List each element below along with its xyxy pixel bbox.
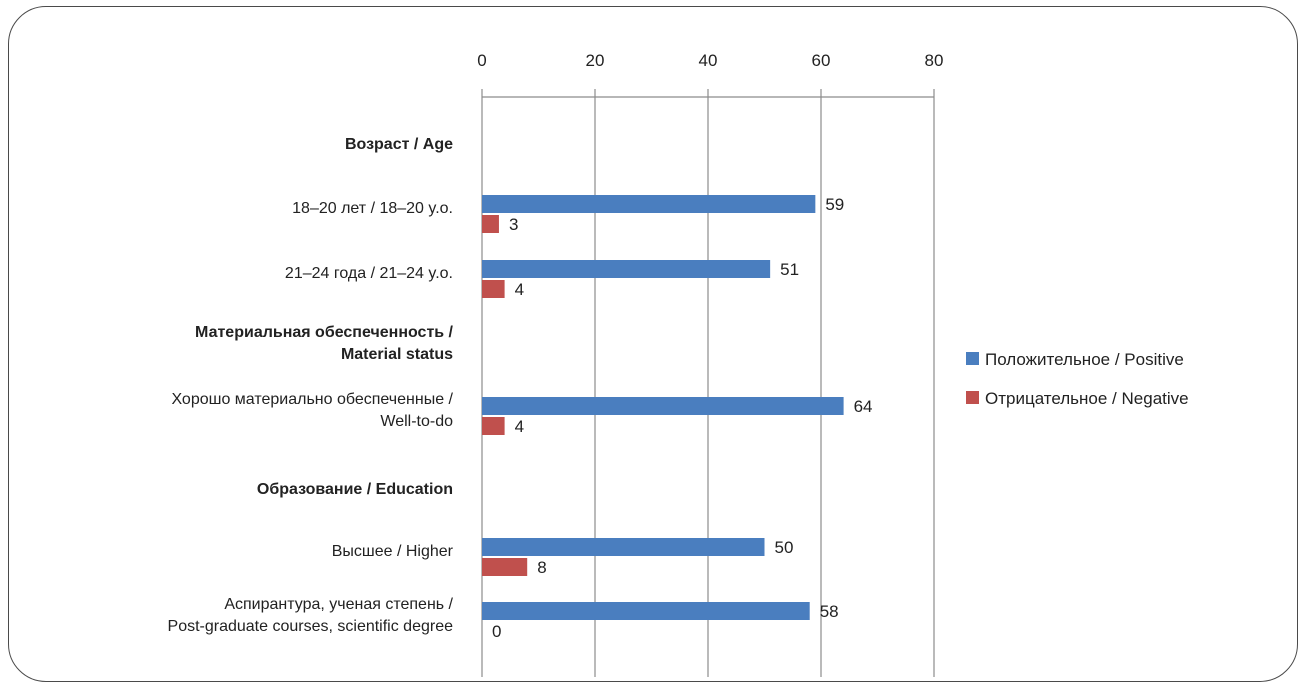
positive-bar [482, 397, 844, 415]
positive-value-label: 58 [820, 602, 839, 621]
category-label: Хорошо материально обеспеченные / [171, 391, 453, 408]
category-label: 18–20 лет / 18–20 y.o. [292, 200, 453, 217]
negative-bar [482, 215, 499, 233]
negative-value-label: 4 [515, 280, 524, 299]
negative-bar [482, 558, 528, 576]
positive-value-label: 59 [825, 195, 844, 214]
legend-swatch [966, 352, 979, 365]
x-tick-label: 0 [477, 51, 486, 70]
category-label: Post-graduate courses, scientific degree [168, 618, 454, 635]
x-tick-label: 20 [586, 51, 605, 70]
category-header-label: Образование / Education [257, 481, 453, 498]
category-header-label: Возраст / Age [345, 136, 453, 153]
x-tick-label: 40 [699, 51, 718, 70]
category-label: Well-to-do [380, 413, 453, 430]
x-tick-label: 60 [812, 51, 831, 70]
positive-bar [482, 538, 765, 556]
category-label: Высшее / Higher [332, 543, 454, 560]
negative-bar [482, 280, 505, 298]
x-tick-label: 80 [925, 51, 944, 70]
positive-bar [482, 602, 810, 620]
legend-label: Положительное / Positive [985, 350, 1184, 369]
category-header-label: Material status [341, 346, 453, 363]
positive-value-label: 50 [775, 538, 794, 557]
negative-bar [482, 417, 505, 435]
category-label: 21–24 года / 21–24 y.o. [285, 265, 453, 282]
legend-label: Отрицательное / Negative [985, 389, 1189, 408]
legend-swatch [966, 391, 979, 404]
category-label: Аспирантура, ученая степень / [224, 596, 453, 613]
positive-value-label: 64 [854, 397, 873, 416]
negative-value-label: 8 [537, 558, 546, 577]
chart-frame [8, 6, 1298, 682]
positive-value-label: 51 [780, 260, 799, 279]
category-header-label: Материальная обеспеченность / [195, 324, 454, 341]
negative-value-label: 3 [509, 215, 518, 234]
negative-value-label: 4 [515, 417, 524, 436]
positive-bar [482, 260, 771, 278]
negative-value-label: 0 [492, 622, 501, 641]
positive-bar [482, 195, 816, 213]
